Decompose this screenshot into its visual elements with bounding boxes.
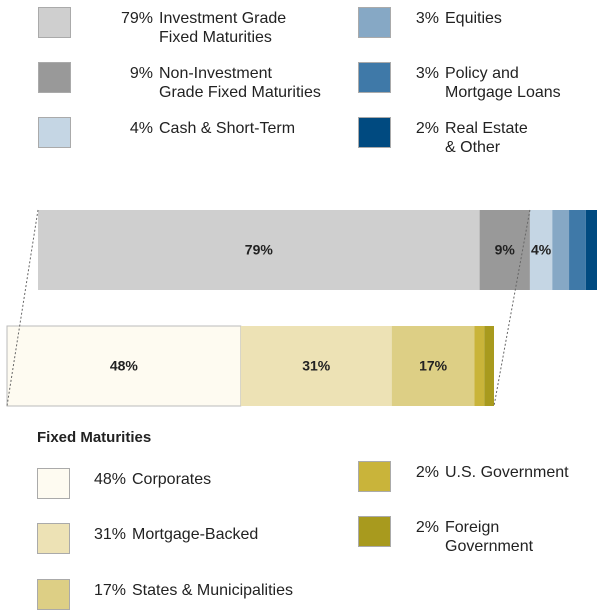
legend-value: 2%: [415, 519, 439, 536]
data-label: 79%: [245, 242, 274, 258]
legend-item: 31% Mortgage-Backed: [37, 521, 258, 554]
bar-segment: [479, 210, 530, 290]
legend-value: 2%: [415, 464, 439, 481]
legend-swatch: [358, 7, 391, 38]
legend-swatch: [38, 62, 71, 93]
legend-swatch: [38, 117, 71, 148]
legend-label: Investment Grade Fixed Maturities: [159, 10, 287, 46]
legend-label: States & Municipalities: [132, 582, 293, 599]
legend-swatch: [358, 461, 391, 492]
legend-label: Policy and Mortgage Loans: [445, 65, 561, 101]
bar-segment: [529, 210, 553, 290]
data-label: 9%: [495, 242, 516, 258]
legend-value: 4%: [129, 120, 153, 137]
legend-item: 17% States & Municipalities: [37, 577, 293, 610]
legend-value: 2%: [415, 120, 439, 137]
legend-value: 79%: [120, 10, 153, 27]
data-label: 4%: [531, 242, 552, 258]
legend-item: 4% Cash & Short-Term: [38, 115, 295, 148]
legend-label: Corporates: [132, 471, 212, 488]
legend-swatch: [358, 62, 391, 93]
legend-label: U.S. Government: [445, 464, 569, 481]
legend-item: 9% Non-Investment Grade Fixed Maturities: [38, 60, 321, 102]
legend-item: 48% Corporates: [37, 466, 211, 499]
legend-item: 2% U.S. Government: [358, 459, 569, 492]
legend-item: 79% Investment Grade Fixed Maturities: [38, 5, 286, 47]
bar-segment: [240, 326, 392, 406]
data-label: 31%: [302, 358, 331, 374]
legend-value: 3%: [415, 65, 439, 82]
bar-segment: [474, 326, 485, 406]
legend-value: 17%: [93, 582, 126, 599]
legend-label: Equities: [445, 10, 502, 27]
data-label: 17%: [419, 358, 448, 374]
chart-title: Fixed Maturities: [37, 429, 152, 446]
legend-label: Real Estate & Other: [445, 120, 528, 156]
legend-value: 31%: [93, 526, 126, 543]
legend-label: Mortgage-Backed: [132, 526, 259, 543]
bar-segment: [484, 326, 494, 406]
bar-segment: [569, 210, 586, 290]
bar-segment: [6, 325, 242, 407]
legend-value: 48%: [93, 471, 126, 488]
legend-swatch: [38, 7, 71, 38]
legend-label: Foreign Government: [445, 519, 534, 555]
connector: [493, 209, 531, 407]
bar-segment: [552, 210, 570, 290]
legend-swatch: [37, 468, 70, 499]
data-label: 48%: [110, 358, 139, 374]
bar-segment: [585, 210, 597, 290]
legend-label: Cash & Short-Term: [159, 120, 296, 137]
legend-item: 3% Equities: [358, 5, 502, 38]
legend-swatch: [358, 516, 391, 547]
legend-item: 3% Policy and Mortgage Loans: [358, 60, 561, 102]
connector: [6, 209, 39, 407]
legend-item: 2% Real Estate & Other: [358, 115, 528, 157]
legend-swatch: [37, 523, 70, 554]
legend-item: 2% Foreign Government: [358, 514, 533, 556]
legend-value: 9%: [129, 65, 153, 82]
bar-segment: [38, 210, 480, 290]
legend-label: Non-Investment Grade Fixed Maturities: [159, 65, 321, 101]
legend-swatch: [37, 579, 70, 610]
legend-value: 3%: [415, 10, 439, 27]
bar-segment: [391, 326, 475, 406]
legend-swatch: [358, 117, 391, 148]
